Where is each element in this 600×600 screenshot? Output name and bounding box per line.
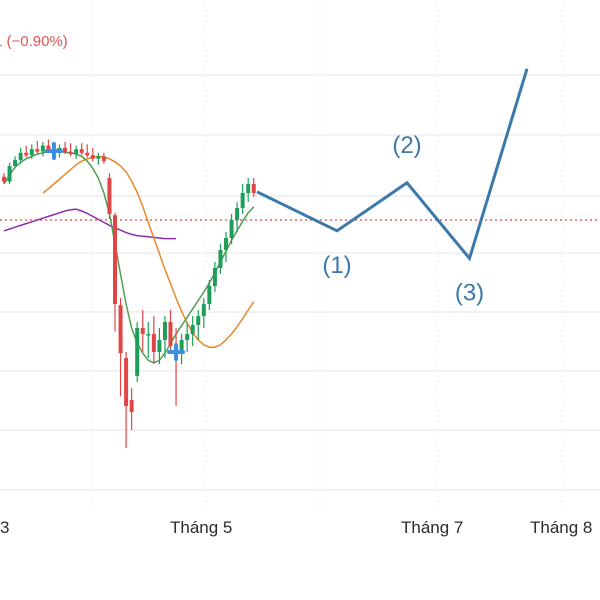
candle-body-23 <box>129 400 134 412</box>
candle-body-36 <box>201 304 206 316</box>
x-tick-label-3: Tháng 8 <box>530 518 592 537</box>
candle-body-13 <box>74 149 79 154</box>
candle-body-14 <box>79 149 84 153</box>
candle-body-18 <box>101 156 106 162</box>
ma-fast-group <box>3 150 255 364</box>
candle-body-16 <box>90 155 95 159</box>
candle-body-41 <box>229 220 234 238</box>
wave-label-3: (3) <box>455 279 484 306</box>
candle-body-6 <box>35 149 40 152</box>
candle-body-45 <box>251 184 256 193</box>
wave-projection-group: (1) (2) (3) <box>256 68 529 306</box>
price-change-text: 1 (−0.90%) <box>0 33 68 50</box>
signal-marker-buy-1 <box>167 343 186 361</box>
candle-body-4 <box>24 152 29 156</box>
x-tick-label-0: 3 <box>0 518 9 537</box>
candle-body-40 <box>224 238 228 250</box>
ma-slow-group <box>3 208 176 240</box>
ma-slow-line <box>3 208 176 240</box>
candle-body-26 <box>146 334 151 336</box>
candles-group <box>2 139 256 448</box>
candle-body-22 <box>124 358 129 406</box>
candle-body-17 <box>96 156 101 159</box>
candle-body-20 <box>113 215 117 304</box>
candle-body-5 <box>29 149 34 156</box>
candle-body-39 <box>218 250 223 268</box>
signals-group <box>44 142 186 361</box>
signal-marker-sell-0 <box>44 142 63 160</box>
wave-projection-line <box>256 68 529 262</box>
candle-body-33 <box>185 334 190 340</box>
candle-body-28 <box>157 340 162 352</box>
candle-body-42 <box>235 208 240 220</box>
candle-body-37 <box>207 286 212 304</box>
candle-body-11 <box>63 148 68 152</box>
ma-mid-line <box>42 155 255 348</box>
candle-body-27 <box>151 334 156 352</box>
candle-body-1 <box>7 166 12 182</box>
candle-body-0 <box>2 176 6 182</box>
candle-body-3 <box>18 152 23 160</box>
candle-body-38 <box>212 268 217 286</box>
wave-label-1: (1) <box>322 252 351 279</box>
candle-body-24 <box>135 328 140 376</box>
ma-mid-group <box>42 155 255 348</box>
candle-body-2 <box>13 160 18 166</box>
grid <box>0 0 600 510</box>
candle-body-35 <box>196 316 201 325</box>
candle-body-8 <box>46 145 51 150</box>
wave-label-2: (2) <box>392 132 421 159</box>
candle-body-12 <box>68 151 73 154</box>
candle-body-19 <box>107 178 112 214</box>
candle-body-25 <box>140 328 145 334</box>
ma-fast-line <box>3 150 255 364</box>
candle-body-7 <box>40 145 45 152</box>
candle-body-15 <box>85 152 90 156</box>
candle-body-30 <box>168 322 173 346</box>
x-tick-label-1: Tháng 5 <box>170 518 232 537</box>
candle-body-29 <box>162 322 167 340</box>
x-axis-ticks: 3 Tháng 5 Tháng 7 Tháng 8 <box>0 518 592 537</box>
candle-body-32 <box>179 340 184 352</box>
candle-body-34 <box>190 325 195 334</box>
candle-body-21 <box>118 305 123 354</box>
x-tick-label-2: Tháng 7 <box>401 518 463 537</box>
candle-body-43 <box>240 193 245 208</box>
candle-body-44 <box>246 184 251 193</box>
